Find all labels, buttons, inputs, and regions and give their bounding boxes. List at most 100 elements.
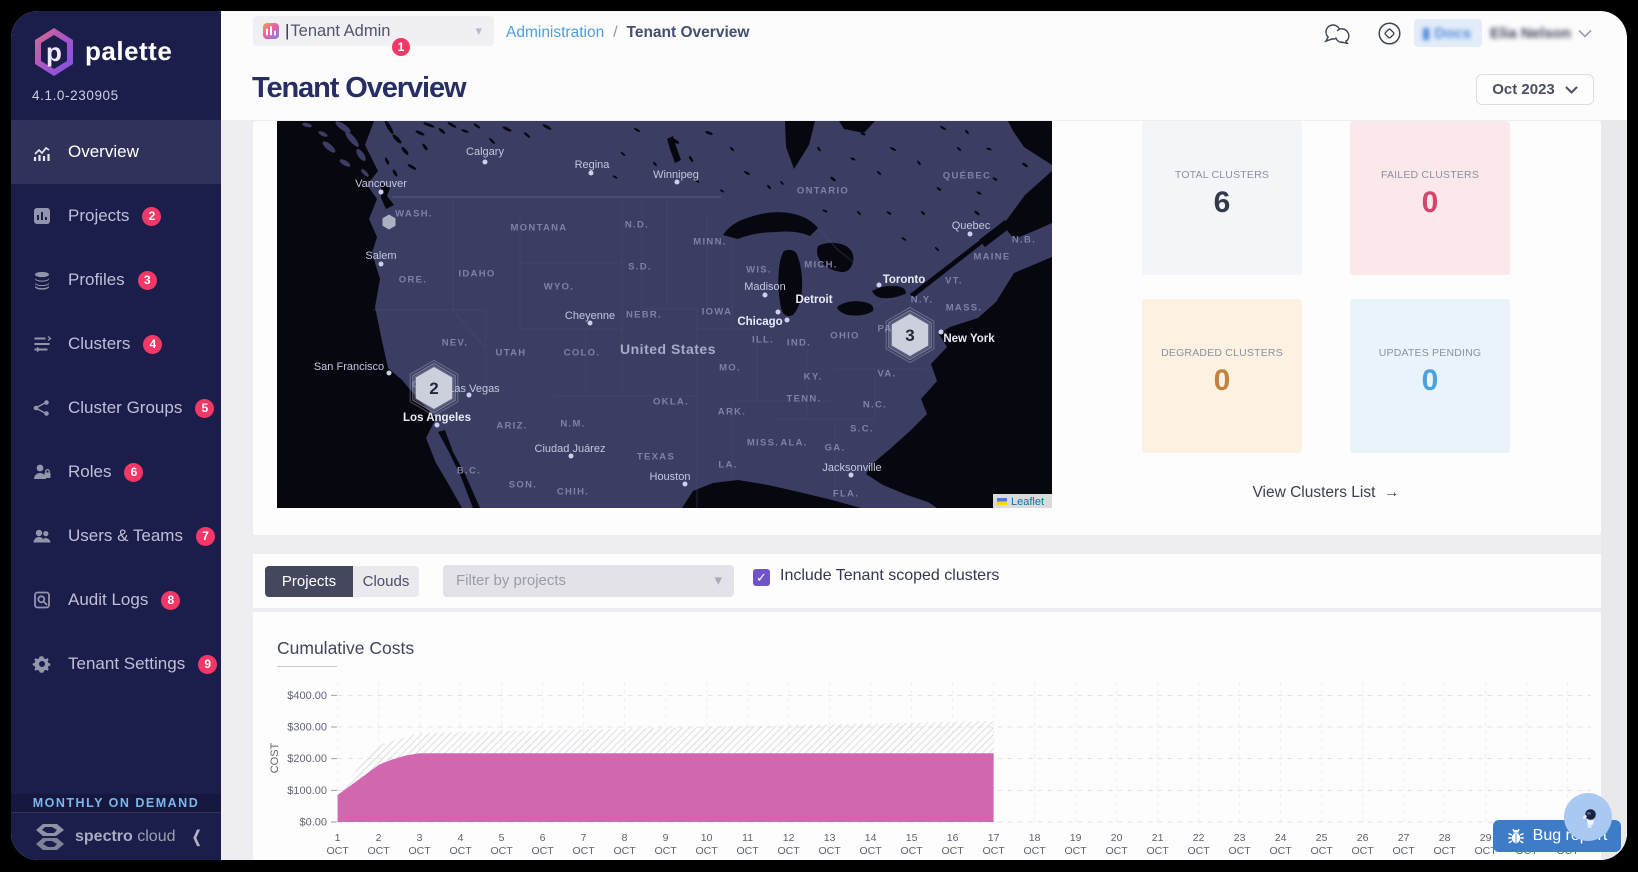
svg-text:VT.: VT.: [945, 276, 963, 287]
svg-text:CHIH.: CHIH.: [557, 487, 589, 498]
svg-text:Toronto: Toronto: [883, 274, 926, 286]
svg-text:QUÉBEC: QUÉBEC: [943, 171, 991, 182]
svg-text:OCT: OCT: [1434, 845, 1457, 857]
svg-text:S.D.: S.D.: [628, 262, 652, 273]
svg-text:28: 28: [1439, 832, 1451, 844]
svg-text:OCT: OCT: [1147, 845, 1170, 857]
svg-text:18: 18: [1029, 832, 1041, 844]
svg-text:23: 23: [1234, 832, 1246, 844]
svg-text:OCT: OCT: [532, 845, 555, 857]
svg-text:4: 4: [458, 832, 464, 844]
svg-text:OCT: OCT: [819, 845, 842, 857]
svg-text:MAINE: MAINE: [973, 252, 1010, 263]
svg-text:OCT: OCT: [778, 845, 801, 857]
svg-text:5: 5: [499, 832, 505, 844]
svg-text:COLO.: COLO.: [564, 348, 601, 359]
svg-text:$400.00: $400.00: [287, 690, 327, 702]
svg-text:S.C.: S.C.: [850, 424, 874, 435]
svg-text:OCT: OCT: [942, 845, 965, 857]
svg-text:Winnipeg: Winnipeg: [653, 169, 699, 181]
svg-text:Detroit: Detroit: [795, 294, 832, 306]
svg-text:24: 24: [1275, 832, 1287, 844]
svg-text:OCT: OCT: [368, 845, 391, 857]
svg-text:$100.00: $100.00: [287, 785, 327, 797]
svg-text:N.M.: N.M.: [560, 419, 585, 430]
svg-text:MASS.: MASS.: [946, 303, 983, 314]
svg-text:MICH.: MICH.: [804, 260, 837, 271]
svg-text:1: 1: [335, 832, 341, 844]
svg-text:p: p: [46, 37, 62, 67]
svg-text:OCT: OCT: [737, 845, 760, 857]
svg-text:TEXAS: TEXAS: [637, 452, 675, 463]
svg-text:29: 29: [1480, 832, 1492, 844]
svg-text:OCT: OCT: [1229, 845, 1252, 857]
svg-text:9: 9: [663, 832, 669, 844]
svg-text:WYO.: WYO.: [544, 282, 575, 293]
svg-text:2: 2: [376, 832, 382, 844]
svg-text:OCT: OCT: [327, 845, 350, 857]
svg-text:TENN.: TENN.: [787, 394, 822, 405]
svg-text:20: 20: [1111, 832, 1123, 844]
svg-text:OCT: OCT: [860, 845, 883, 857]
svg-text:Houston: Houston: [650, 471, 691, 483]
svg-text:MO.: MO.: [719, 363, 741, 374]
svg-text:LA.: LA.: [718, 460, 737, 471]
svg-text:OCT: OCT: [1024, 845, 1047, 857]
svg-text:B.C.: B.C.: [457, 466, 481, 477]
svg-text:15: 15: [906, 832, 918, 844]
svg-text:Leaflet: Leaflet: [1011, 496, 1044, 508]
svg-text:OCT: OCT: [1311, 845, 1334, 857]
svg-text:10: 10: [701, 832, 713, 844]
svg-text:OCT: OCT: [573, 845, 596, 857]
svg-text:MISS.: MISS.: [747, 438, 779, 449]
svg-text:WASH.: WASH.: [395, 209, 433, 220]
svg-text:KY.: KY.: [804, 372, 823, 383]
svg-text:11: 11: [742, 832, 753, 844]
svg-text:N.B.: N.B.: [1012, 235, 1036, 246]
svg-text:3: 3: [417, 832, 423, 844]
svg-text:8: 8: [622, 832, 628, 844]
svg-text:OCT: OCT: [450, 845, 473, 857]
svg-text:OKLA.: OKLA.: [653, 397, 689, 408]
svg-text:21: 21: [1152, 832, 1164, 844]
svg-text:San Francisco: San Francisco: [314, 361, 384, 373]
svg-text:6: 6: [540, 832, 546, 844]
svg-text:Salem: Salem: [365, 250, 396, 262]
svg-text:WIS.: WIS.: [746, 265, 772, 276]
svg-text:Las Vegas: Las Vegas: [448, 383, 500, 395]
svg-text:MONTANA: MONTANA: [511, 223, 568, 234]
svg-text:13: 13: [824, 832, 836, 844]
svg-text:ORE.: ORE.: [399, 275, 427, 286]
svg-text:IOWA: IOWA: [702, 307, 733, 318]
svg-text:Madison: Madison: [744, 281, 786, 293]
svg-text:2: 2: [429, 379, 438, 398]
svg-text:$0.00: $0.00: [299, 817, 327, 829]
svg-text:GA.: GA.: [825, 443, 846, 454]
svg-text:26: 26: [1357, 832, 1369, 844]
svg-text:OCT: OCT: [983, 845, 1006, 857]
svg-text:IND.: IND.: [787, 338, 811, 349]
svg-text:OCT: OCT: [1106, 845, 1129, 857]
svg-text:25: 25: [1316, 832, 1328, 844]
svg-text:IDAHO: IDAHO: [458, 269, 495, 280]
svg-text:OCT: OCT: [1475, 845, 1498, 857]
svg-text:OCT: OCT: [1393, 845, 1416, 857]
svg-text:Los Angeles: Los Angeles: [403, 412, 471, 424]
svg-text:OCT: OCT: [1188, 845, 1211, 857]
svg-text:COST: COST: [269, 742, 281, 773]
svg-text:OCT: OCT: [491, 845, 514, 857]
svg-text:VA.: VA.: [877, 369, 896, 380]
svg-text:Chicago: Chicago: [737, 316, 782, 328]
svg-text:FLA.: FLA.: [833, 489, 859, 500]
svg-text:16: 16: [947, 832, 959, 844]
svg-text:27: 27: [1398, 832, 1410, 844]
svg-text:OCT: OCT: [1270, 845, 1293, 857]
svg-text:UTAH: UTAH: [496, 348, 527, 359]
svg-text:N.C.: N.C.: [863, 400, 887, 411]
svg-text:N.Y.: N.Y.: [911, 295, 934, 306]
svg-text:Jacksonville: Jacksonville: [822, 462, 881, 474]
svg-text:United States: United States: [620, 341, 716, 357]
svg-text:PA: PA: [877, 324, 892, 335]
svg-text:Ciudad Juárez: Ciudad Juárez: [535, 443, 606, 455]
svg-text:OCT: OCT: [409, 845, 432, 857]
